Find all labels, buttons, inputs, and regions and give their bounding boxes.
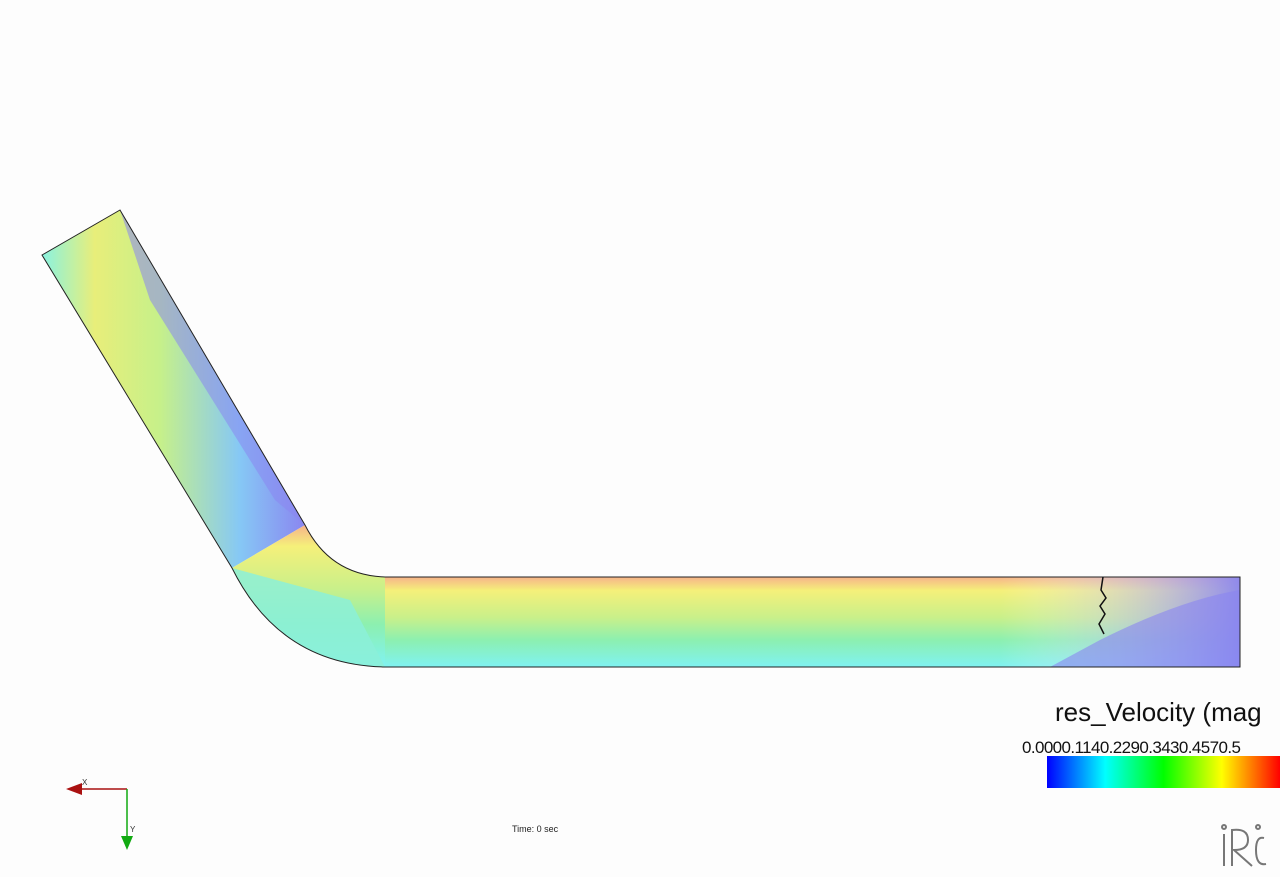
legend-tick: 0.457 [1178, 738, 1219, 757]
y-axis-arrow-icon [121, 836, 133, 850]
x-axis-arrow-icon [66, 783, 82, 795]
legend-tick: 0.5 [1218, 738, 1241, 757]
time-label: Time: 0 sec [512, 824, 559, 834]
legend-tick: 0.343 [1139, 738, 1179, 757]
legend-tick: 0.000 [1022, 738, 1062, 757]
legend-ticks: 0.0000.1140.2290.3430.4570.5 [1022, 738, 1241, 758]
section-marker [1098, 576, 1107, 635]
channel-outline [41, 209, 1241, 668]
legend-color-bar [1047, 756, 1280, 788]
iric-logo-icon [1221, 824, 1267, 867]
legend-tick: 0.114 [1061, 738, 1101, 757]
legend-tick: 0.229 [1099, 738, 1140, 757]
inlet-channel [42, 210, 305, 568]
legend-title: res_Velocity (mag [1055, 697, 1262, 727]
x-axis-label: X [82, 778, 88, 787]
y-axis-label: Y [130, 825, 136, 834]
axis-triad [66, 783, 133, 850]
